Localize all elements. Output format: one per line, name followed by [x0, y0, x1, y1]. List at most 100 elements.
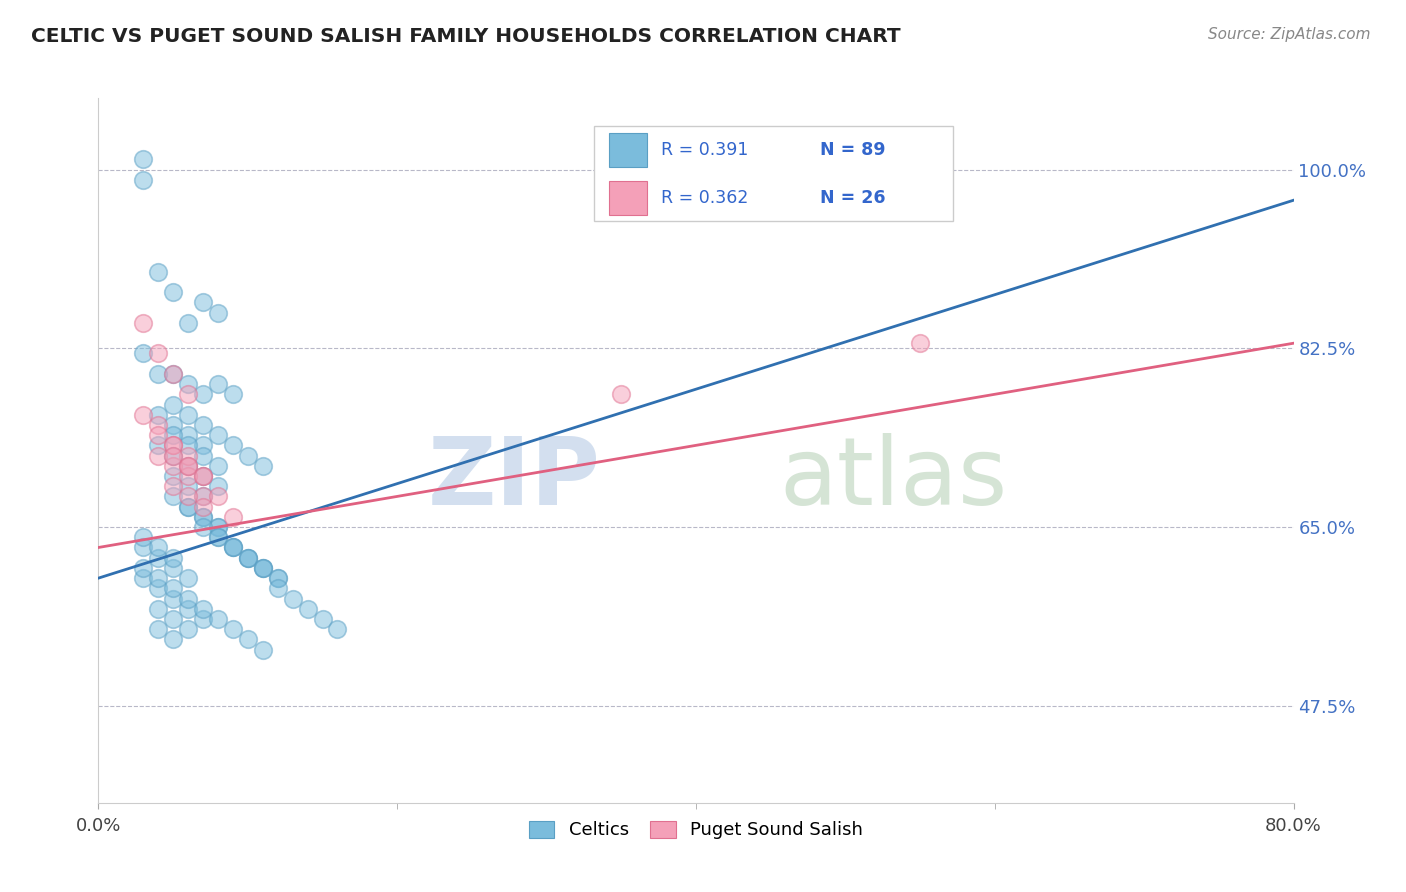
Point — [908, 336, 931, 351]
Point — [177, 408, 200, 422]
Point — [297, 601, 319, 615]
Point — [191, 449, 214, 463]
Point — [207, 530, 229, 544]
Point — [252, 642, 274, 657]
Point — [177, 490, 200, 504]
FancyBboxPatch shape — [595, 127, 953, 221]
Point — [222, 622, 245, 636]
Point — [177, 500, 200, 514]
Point — [207, 520, 229, 534]
Point — [236, 449, 259, 463]
Point — [222, 541, 245, 555]
Point — [162, 582, 184, 596]
Point — [281, 591, 304, 606]
Point — [236, 550, 259, 565]
Point — [162, 438, 184, 452]
Text: ZIP: ZIP — [427, 433, 600, 524]
Point — [177, 428, 200, 442]
Point — [162, 367, 184, 381]
Point — [162, 458, 184, 473]
Point — [236, 632, 259, 647]
Point — [191, 490, 214, 504]
Point — [132, 173, 155, 187]
Text: CELTIC VS PUGET SOUND SALISH FAMILY HOUSEHOLDS CORRELATION CHART: CELTIC VS PUGET SOUND SALISH FAMILY HOUS… — [31, 27, 901, 45]
Point — [162, 632, 184, 647]
Point — [207, 612, 229, 626]
Text: R = 0.391: R = 0.391 — [661, 141, 748, 159]
Point — [207, 305, 229, 319]
Text: atlas: atlas — [779, 433, 1008, 524]
Point — [162, 490, 184, 504]
Point — [162, 612, 184, 626]
Bar — [609, 133, 647, 167]
Point — [191, 417, 214, 432]
Point — [148, 541, 170, 555]
Point — [222, 509, 245, 524]
Text: N = 89: N = 89 — [820, 141, 886, 159]
Point — [207, 479, 229, 493]
Point — [311, 612, 333, 626]
Point — [191, 438, 214, 452]
Point — [148, 408, 170, 422]
Point — [162, 397, 184, 411]
Point — [162, 550, 184, 565]
Point — [162, 428, 184, 442]
Point — [162, 285, 184, 300]
Text: R = 0.362: R = 0.362 — [661, 188, 748, 207]
Point — [236, 550, 259, 565]
Point — [177, 438, 200, 452]
Point — [148, 582, 170, 596]
Point — [191, 469, 214, 483]
Point — [162, 469, 184, 483]
Point — [222, 541, 245, 555]
Point — [148, 265, 170, 279]
Point — [177, 601, 200, 615]
Point — [162, 479, 184, 493]
Point — [267, 571, 290, 585]
Point — [148, 428, 170, 442]
Point — [207, 520, 229, 534]
Point — [177, 479, 200, 493]
Bar — [609, 181, 647, 215]
Point — [191, 520, 214, 534]
Point — [177, 500, 200, 514]
Point — [191, 469, 214, 483]
Point — [222, 541, 245, 555]
Point — [132, 541, 155, 555]
Point — [252, 458, 274, 473]
Point — [326, 622, 349, 636]
Point — [148, 571, 170, 585]
Point — [207, 458, 229, 473]
Point — [148, 438, 170, 452]
Point — [191, 612, 214, 626]
Point — [252, 561, 274, 575]
Point — [207, 428, 229, 442]
Point — [177, 377, 200, 392]
Point — [148, 417, 170, 432]
Point — [177, 458, 200, 473]
Point — [162, 449, 184, 463]
Point — [191, 509, 214, 524]
Point — [177, 449, 200, 463]
Point — [252, 561, 274, 575]
Point — [177, 591, 200, 606]
Point — [162, 561, 184, 575]
Point — [162, 438, 184, 452]
Point — [148, 601, 170, 615]
Point — [162, 591, 184, 606]
Point — [267, 582, 290, 596]
Point — [177, 458, 200, 473]
Point — [207, 490, 229, 504]
Point — [222, 387, 245, 401]
Point — [162, 367, 184, 381]
Point — [191, 500, 214, 514]
Point — [191, 601, 214, 615]
Point — [191, 295, 214, 310]
Point — [267, 571, 290, 585]
Point — [148, 622, 170, 636]
Point — [207, 530, 229, 544]
Point — [132, 408, 155, 422]
Point — [252, 561, 274, 575]
Point — [162, 449, 184, 463]
Point — [177, 387, 200, 401]
